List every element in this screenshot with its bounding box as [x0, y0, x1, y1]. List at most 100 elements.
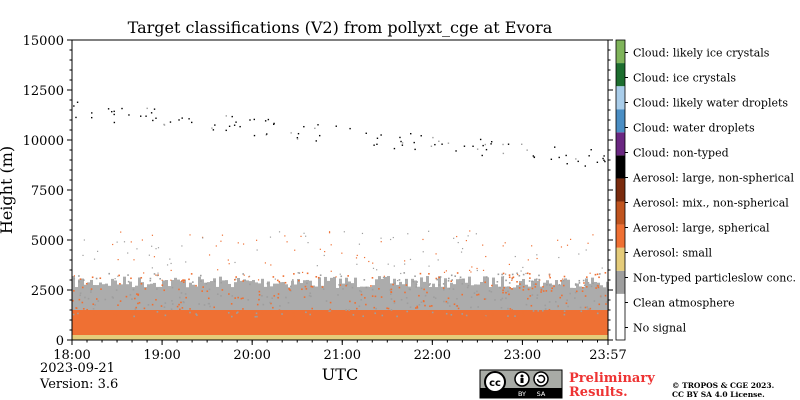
- cloud-point: [249, 119, 251, 121]
- speckle: [494, 299, 496, 301]
- cloud-point: [434, 143, 436, 146]
- colorbar-label: Aerosol: large, non-spherical: [632, 172, 794, 185]
- cloud-point: [490, 141, 493, 143]
- cloud-point: [121, 107, 123, 110]
- speckle: [598, 276, 600, 279]
- speckle: [553, 285, 555, 288]
- speckle: [340, 275, 343, 278]
- speckle: [544, 308, 547, 310]
- cloud-point: [484, 143, 487, 146]
- speckle: [354, 302, 356, 304]
- speckle: [185, 261, 187, 263]
- y-axis: 0 2500 5000 7500 10000 12500 15000: [23, 34, 613, 349]
- speckle: [269, 236, 272, 238]
- layer-cell: [180, 281, 183, 310]
- speckle: [582, 279, 585, 282]
- speckle: [255, 312, 258, 315]
- layer-cell: [102, 284, 105, 310]
- cloud-point: [152, 119, 154, 122]
- speckle: [601, 267, 603, 269]
- layer-cell: [255, 282, 258, 310]
- speckle: [574, 283, 577, 285]
- speckle: [527, 297, 529, 300]
- speckle: [477, 293, 480, 296]
- layer-cell: [183, 279, 186, 310]
- cloud-point: [399, 136, 401, 139]
- speckle: [511, 273, 514, 276]
- layer-cell: [408, 286, 411, 310]
- speckle: [358, 305, 361, 308]
- layer-cell: [114, 280, 117, 310]
- speckle: [258, 298, 260, 301]
- cloud-point: [155, 117, 157, 119]
- speckle: [585, 286, 588, 288]
- layer-cell: [420, 277, 423, 310]
- layer-cell: [297, 279, 300, 310]
- speckle: [561, 294, 563, 297]
- layer-cell: [162, 280, 165, 310]
- cloud-point: [575, 158, 577, 160]
- cloud-point: [107, 108, 110, 110]
- speckle: [488, 290, 491, 292]
- speckle: [188, 278, 190, 281]
- copyright-line1: © TROPOS & CGE 2023.: [672, 381, 774, 390]
- cloud-point: [91, 112, 93, 114]
- speckle: [522, 273, 525, 276]
- speckle: [100, 288, 102, 290]
- speckle: [372, 262, 374, 264]
- speckle: [127, 280, 130, 283]
- y-tick-label: 15000: [23, 34, 64, 49]
- layer-cell: [468, 276, 471, 310]
- speckle: [77, 312, 79, 315]
- speckle: [518, 274, 521, 277]
- layer-cell: [123, 276, 126, 310]
- layer-cell: [405, 278, 408, 310]
- speckle: [574, 297, 576, 299]
- speckle: [531, 280, 534, 283]
- speckle: [535, 283, 537, 285]
- speckle: [311, 307, 314, 310]
- speckle: [484, 298, 487, 300]
- speckle: [86, 308, 88, 311]
- speckle: [409, 306, 412, 308]
- layer-cell: [93, 285, 96, 310]
- speckle: [104, 298, 107, 301]
- layer-cell: [222, 280, 225, 310]
- cloud-point: [602, 157, 604, 160]
- cloud-point: [565, 154, 567, 157]
- speckle: [516, 272, 518, 275]
- cloud-point: [365, 132, 367, 134]
- speckle: [92, 308, 95, 310]
- layer-cell: [513, 287, 516, 310]
- speckle: [536, 257, 538, 260]
- speckle: [404, 263, 406, 265]
- speckle: [380, 241, 382, 243]
- speckle: [73, 278, 76, 280]
- speckle: [262, 303, 265, 306]
- speckle: [589, 272, 591, 274]
- speckle: [202, 286, 204, 288]
- colorbar-segment: [616, 316, 625, 340]
- speckle: [200, 280, 202, 282]
- layer-cell: [474, 284, 477, 310]
- speckle: [473, 292, 476, 294]
- speckle: [356, 307, 358, 310]
- layer-cell: [300, 283, 303, 310]
- speckle: [195, 313, 197, 315]
- speckle: [435, 253, 437, 255]
- speckle: [208, 288, 211, 291]
- speckle: [303, 232, 305, 234]
- speckle: [186, 312, 189, 315]
- speckle: [134, 297, 136, 300]
- speckle: [189, 234, 191, 236]
- speckle: [405, 284, 408, 286]
- layer-cell: [120, 284, 123, 310]
- speckle: [389, 289, 392, 291]
- y-tick-label: 0: [56, 334, 64, 349]
- speckle: [509, 287, 511, 289]
- cloud-point: [73, 105, 75, 107]
- layer-cell: [375, 279, 378, 310]
- speckle: [178, 288, 180, 291]
- layer-cell: [219, 276, 222, 310]
- speckle: [82, 254, 84, 257]
